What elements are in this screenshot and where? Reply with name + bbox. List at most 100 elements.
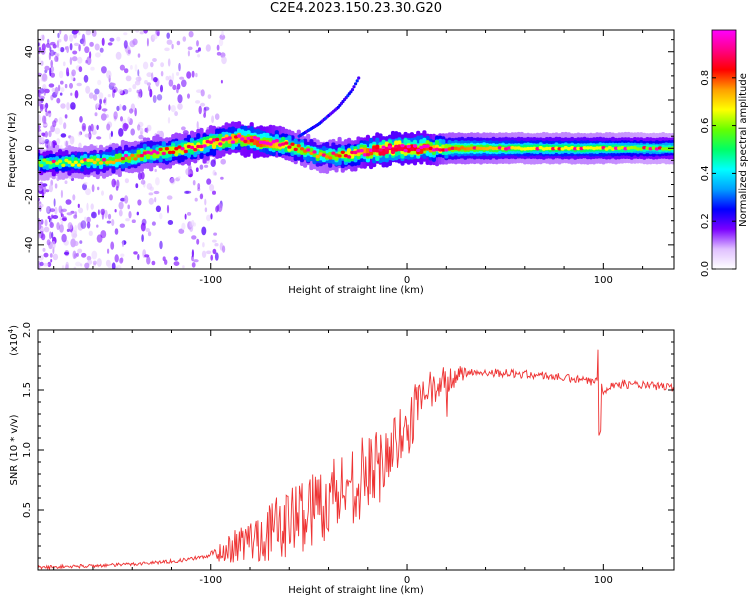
heatmap-cell — [187, 212, 192, 216]
spectrogram-heatmap — [38, 30, 674, 269]
heatmap-cell — [181, 222, 186, 230]
heatmap-cell — [409, 147, 414, 151]
heatmap-cell — [535, 147, 540, 151]
heatmap-cell — [161, 151, 166, 156]
heatmap-cell — [206, 178, 212, 185]
heatmap-cell — [176, 40, 181, 46]
heatmap-cell — [122, 105, 127, 111]
heatmap-cell — [173, 256, 179, 261]
heatmap-cell — [173, 261, 180, 266]
heatmap-cell — [365, 153, 370, 157]
heatmap-cell — [38, 232, 42, 239]
heatmap-cell — [200, 89, 205, 97]
heatmap-cell — [114, 254, 119, 263]
heatmap-cell — [526, 146, 531, 151]
heatmap-cell — [73, 160, 78, 164]
x-tick-label: -100 — [199, 575, 222, 586]
heatmap-cell — [428, 146, 433, 151]
heatmap-cell — [601, 146, 606, 150]
heatmap-cell — [95, 158, 100, 162]
x-tick-label: 100 — [594, 275, 613, 286]
heatmap-cell — [149, 186, 154, 191]
heatmap-cell — [38, 221, 42, 231]
heatmap-cell — [38, 183, 44, 189]
snr-x-axis-label: Height of straight line (km) — [288, 585, 424, 596]
heatmap-cell — [158, 147, 163, 151]
heatmap-cell — [159, 240, 163, 250]
heatmap-cell — [168, 104, 171, 111]
heatmap-cell — [60, 103, 66, 109]
heatmap-cell — [83, 158, 88, 162]
heatmap-cell — [153, 77, 158, 83]
heatmap-cell — [212, 190, 216, 195]
heatmap-cell — [134, 64, 138, 72]
heatmap-cell — [66, 228, 70, 232]
heatmap-cell — [186, 71, 192, 79]
heatmap-cell — [65, 140, 68, 148]
snr-panel: -100 0 100 0.5 1.0 1.5 2.0 Height of straight … — [7, 322, 675, 596]
heatmap-cell — [59, 216, 62, 221]
heatmap-cell — [208, 140, 213, 144]
heatmap-cell — [369, 148, 374, 152]
heatmap-cell — [107, 42, 113, 46]
snr-y-scale-label: (x104) — [7, 325, 20, 356]
heatmap-cell — [171, 150, 176, 154]
heatmap-cell — [243, 139, 248, 144]
heatmap-cell — [216, 204, 220, 212]
heatmap-cell — [45, 189, 50, 193]
heatmap-cell — [69, 82, 73, 89]
heatmap-cell — [66, 67, 69, 76]
heatmap-cell — [57, 38, 62, 43]
heatmap-cell — [155, 151, 160, 155]
heatmap-cell — [403, 148, 408, 153]
heatmap-cell — [76, 82, 82, 87]
heatmap-cell — [123, 32, 128, 36]
heatmap-cell — [197, 54, 201, 58]
heatmap-cell — [92, 94, 98, 101]
heatmap-cell — [170, 105, 176, 113]
spectrogram-frame — [37, 29, 675, 270]
heatmap-cell — [92, 160, 97, 165]
y-tick-label: -40 — [24, 237, 35, 253]
heatmap-cell — [39, 261, 44, 267]
heatmap-cell — [347, 155, 352, 159]
heatmap-cell — [49, 222, 54, 228]
heatmap-cell — [73, 266, 77, 269]
heatmap-cell — [69, 135, 75, 145]
heatmap-cell — [176, 71, 180, 76]
heatmap-cell — [135, 30, 140, 33]
heatmap-cell — [131, 219, 136, 223]
heatmap-cell — [191, 235, 197, 240]
heatmap-cell — [122, 240, 124, 248]
heatmap-cell — [211, 138, 217, 142]
heatmap-cell — [193, 147, 198, 152]
heatmap-cell — [160, 62, 165, 68]
heatmap-cell — [64, 83, 68, 89]
heatmap-cell — [287, 145, 292, 149]
heatmap-cell — [164, 47, 170, 52]
heatmap-cell — [221, 30, 224, 36]
heatmap-cell — [187, 50, 190, 57]
heatmap-cell — [216, 44, 220, 51]
heatmap-cell — [69, 43, 73, 51]
heatmap-cell — [140, 171, 145, 180]
heatmap-cell — [49, 49, 55, 57]
heatmap-cell — [152, 58, 157, 62]
heatmap-cell — [47, 38, 50, 45]
heatmap-cell — [156, 31, 160, 37]
heatmap-cell — [42, 123, 48, 127]
heatmap-cell — [46, 239, 51, 246]
heatmap-cell — [218, 142, 223, 146]
heatmap-cell — [94, 112, 98, 117]
heatmap-cell — [89, 158, 94, 163]
heatmap-cell — [73, 240, 79, 247]
heatmap-cell — [204, 164, 209, 168]
heatmap-cell — [466, 147, 471, 151]
heatmap-cell — [110, 130, 113, 137]
heatmap-cell — [91, 250, 98, 260]
heatmap-cell — [67, 222, 73, 230]
heatmap-cell — [510, 146, 515, 150]
snr-line-group — [38, 349, 674, 570]
heatmap-cell — [42, 34, 45, 41]
heatmap-cell — [167, 150, 173, 155]
